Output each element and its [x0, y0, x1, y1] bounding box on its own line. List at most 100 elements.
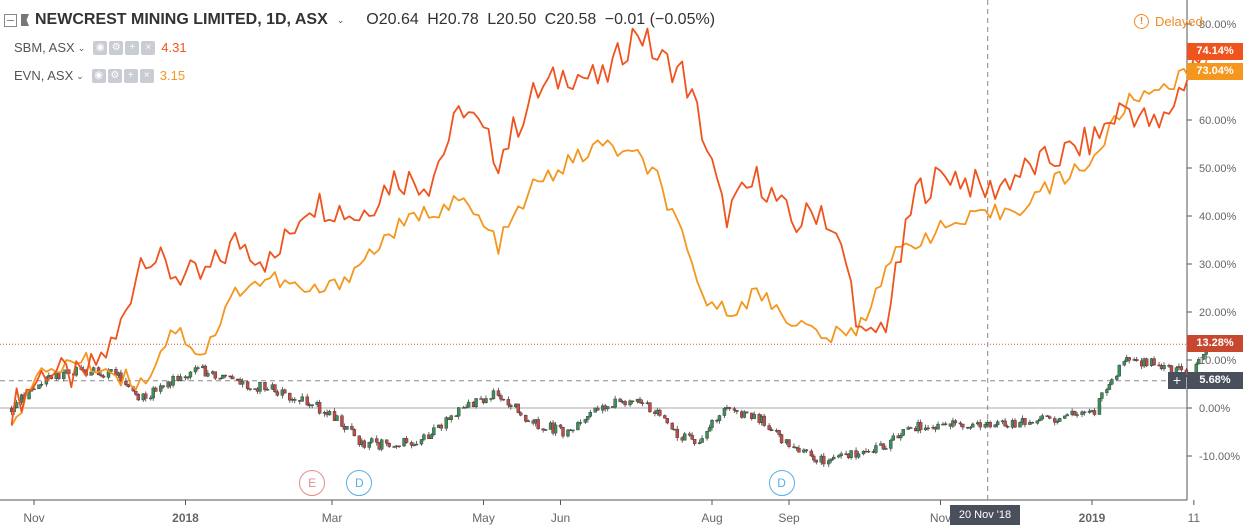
chevron-down-icon[interactable]: ⌄	[77, 43, 86, 53]
candle-body	[692, 439, 697, 444]
candle-body	[186, 376, 190, 379]
legend-row-sbm: SBM, ASX ⌄ ◉ ⚙ + × 4.31	[2, 34, 719, 62]
candle-body	[449, 415, 453, 420]
sbm-price-badge: 74.14%	[1187, 43, 1243, 60]
candle-body	[1005, 425, 1010, 428]
candle-body	[543, 429, 548, 431]
candle-body	[352, 429, 357, 437]
candle-body	[1152, 358, 1156, 366]
y-axis-ticks: 80.00%70.00%60.00%50.00%40.00%30.00%20.0…	[1187, 19, 1240, 463]
candle-body	[727, 407, 732, 410]
candle-body	[849, 450, 853, 458]
candle-body	[745, 411, 749, 414]
candle-body	[814, 459, 819, 463]
event-marker-d[interactable]: D	[768, 470, 795, 496]
candle-body	[779, 434, 784, 444]
high-value: H20.78	[427, 11, 479, 28]
candle-body	[288, 392, 292, 401]
candle-body	[1127, 357, 1131, 361]
candle-body	[687, 433, 692, 436]
candle-body	[586, 416, 590, 420]
flag-icon[interactable]	[21, 14, 29, 26]
candle-body	[466, 401, 471, 408]
gear-icon[interactable]: ⚙	[109, 41, 124, 55]
candle-body	[245, 381, 250, 389]
candle-body	[707, 427, 712, 432]
candle-body	[717, 415, 722, 421]
candle-body	[203, 365, 208, 377]
candle-body	[722, 408, 727, 416]
eye-icon[interactable]: ◉	[93, 41, 108, 55]
candle-body	[258, 381, 262, 392]
candle-body	[362, 440, 367, 448]
candle-body	[283, 389, 287, 394]
candle-body	[496, 390, 501, 396]
candle-body	[370, 438, 374, 443]
symbol-title[interactable]: NEWCREST MINING LIMITED, 1D, ASX	[35, 11, 328, 28]
candle-body	[769, 429, 774, 431]
candle-body	[558, 424, 563, 428]
plus-icon[interactable]: +	[123, 69, 138, 83]
collapse-icon[interactable]	[4, 13, 17, 27]
y-tick-label: 80.00%	[1199, 19, 1237, 31]
close-icon[interactable]: ×	[139, 69, 154, 83]
delayed-indicator[interactable]: ! Delayed	[1134, 14, 1203, 29]
candle-body	[240, 381, 245, 385]
event-marker-e[interactable]: E	[299, 470, 326, 496]
series-buttons: ◉ ⚙ + ×	[91, 69, 154, 83]
candle-body	[506, 399, 511, 406]
candle-body	[675, 428, 679, 438]
candle-body	[422, 434, 426, 440]
candle-body	[327, 411, 332, 416]
candle-body	[310, 404, 314, 406]
candle-body	[576, 422, 580, 431]
candle-body	[1072, 410, 1077, 416]
candle-body	[836, 455, 841, 458]
candle-body	[936, 423, 940, 430]
candle-body	[439, 424, 444, 429]
candle-body	[839, 453, 843, 456]
candle-body	[926, 427, 930, 430]
candle-body	[777, 430, 781, 435]
chevron-down-icon[interactable]: ⌄	[76, 71, 84, 81]
event-marker-d[interactable]: D	[346, 470, 373, 496]
gear-icon[interactable]: ⚙	[107, 69, 122, 83]
low-value: L20.50	[487, 11, 537, 28]
candle-body	[1065, 414, 1069, 417]
candle-body	[1062, 415, 1067, 419]
eye-icon[interactable]: ◉	[91, 69, 106, 83]
candle-body	[151, 387, 155, 399]
candle-body	[961, 423, 965, 428]
series-name-evn[interactable]: EVN, ASX	[14, 68, 74, 83]
close-icon[interactable]: ×	[141, 41, 156, 55]
candle-body	[340, 415, 344, 427]
x-tick-label: 11	[1188, 511, 1201, 525]
candle-body	[1202, 354, 1206, 360]
candle-body	[1080, 411, 1084, 415]
candle-body	[1082, 411, 1087, 414]
candle-body	[1110, 379, 1114, 385]
candle-body	[732, 408, 737, 411]
close-value: C20.58	[544, 11, 597, 28]
candle-body	[971, 423, 975, 428]
candle-body	[464, 406, 468, 409]
plus-icon[interactable]: +	[125, 41, 140, 55]
series-name-sbm[interactable]: SBM, ASX	[14, 40, 75, 55]
candle-body	[444, 417, 448, 429]
candle-body	[101, 375, 106, 378]
candle-body	[993, 424, 997, 428]
chevron-down-icon[interactable]: ⌄	[336, 15, 345, 25]
candle-body	[161, 385, 165, 388]
candle-body	[119, 372, 123, 382]
candle-body	[978, 422, 982, 428]
crosshair-plus-icon[interactable]: +	[1168, 372, 1186, 389]
candle-body	[37, 384, 41, 390]
candle-body	[126, 384, 131, 387]
candle-body	[499, 395, 503, 400]
candle-body	[613, 398, 617, 408]
candle-body	[188, 371, 193, 378]
x-tick-label: Mar	[322, 511, 343, 525]
candle-body	[1045, 415, 1049, 417]
candle-body	[1162, 365, 1166, 370]
